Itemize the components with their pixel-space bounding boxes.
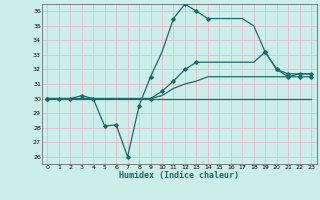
X-axis label: Humidex (Indice chaleur): Humidex (Indice chaleur) [119,171,239,180]
